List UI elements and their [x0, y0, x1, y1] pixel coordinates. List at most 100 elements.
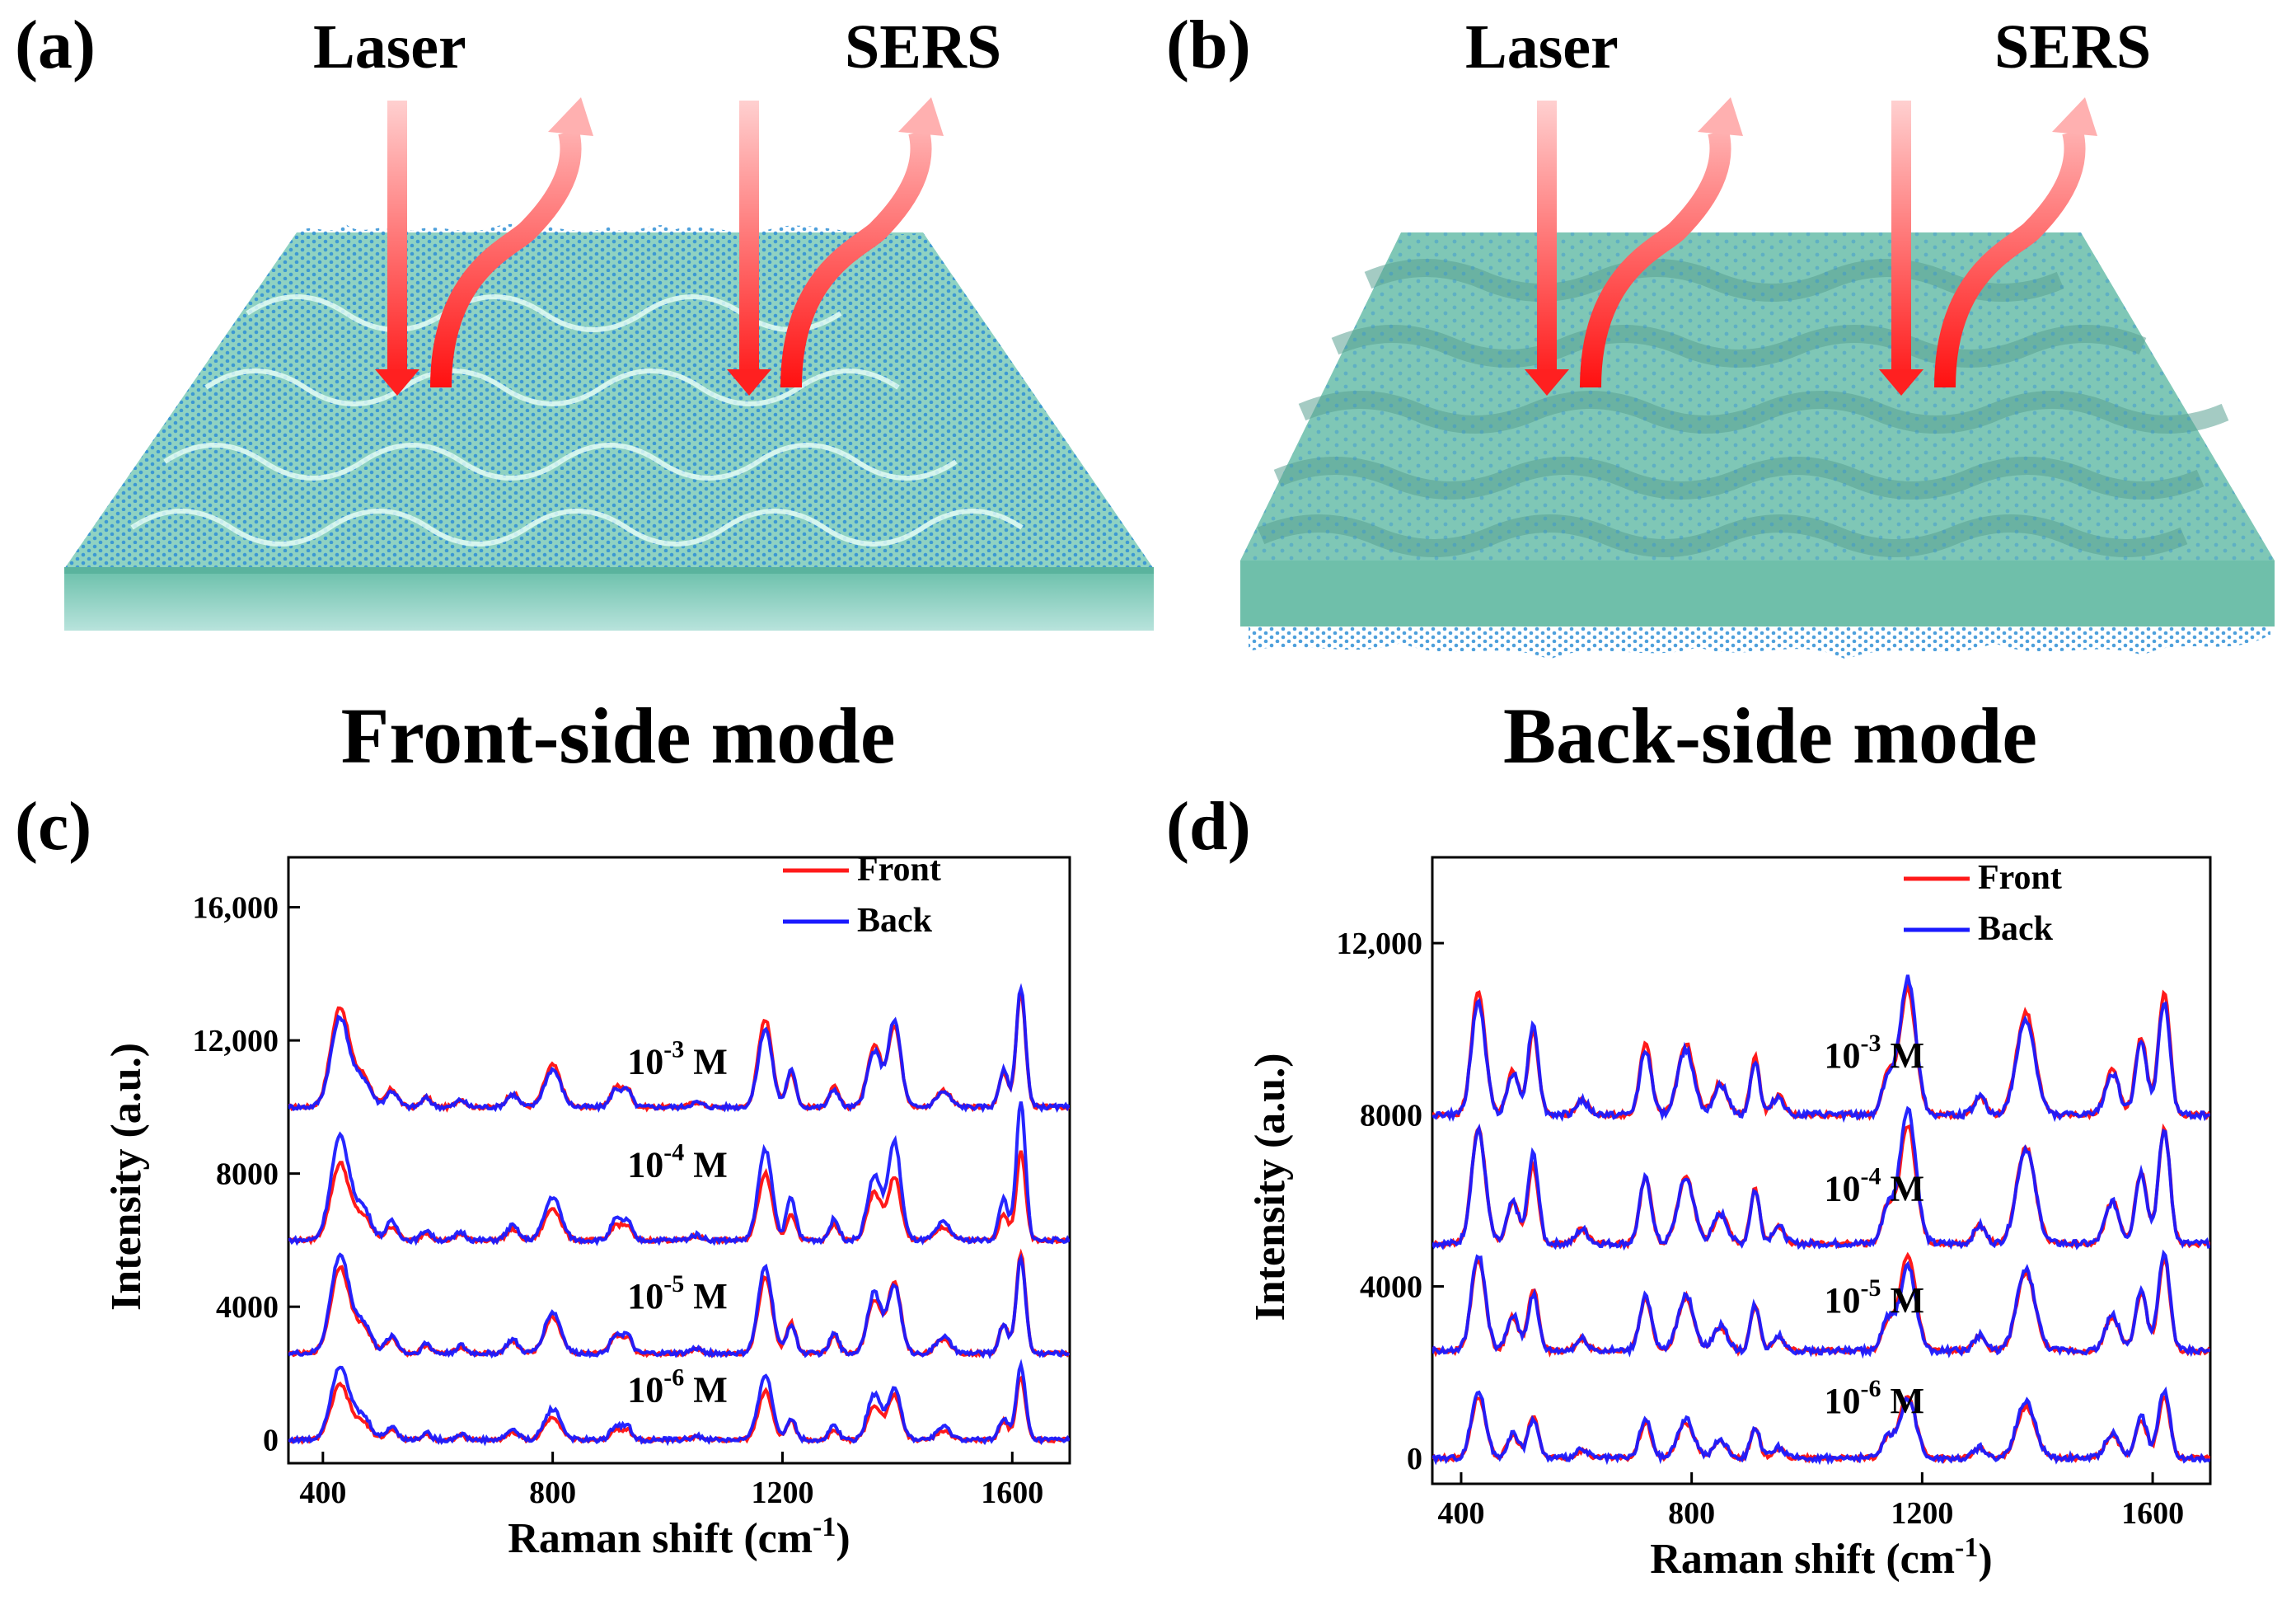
panel-c-label: (c) — [15, 788, 91, 865]
front-side-substrate-illustration — [64, 223, 1154, 631]
x-axis-label: Raman shift (cm-1) — [1650, 1532, 1992, 1583]
panel-a-label: (a) — [15, 7, 96, 83]
concentration-label-exponent: -4 — [663, 1139, 684, 1166]
x-tick-label: 400 — [1437, 1496, 1484, 1531]
back-side-mode-caption: Back-side mode — [1503, 692, 2037, 780]
panel-b: (b) Laser SERS Back-side mode — [1166, 7, 2275, 780]
concentration-label-unit: M — [684, 1042, 728, 1082]
spectrum-line-back — [1432, 1249, 2210, 1359]
y-axis-label: Intensity (a.u.) — [103, 1043, 150, 1311]
sers-arrow-2-head — [898, 97, 944, 136]
surface-ridges — [130, 294, 1024, 547]
panel-d: (d) 400 800 1200 1600 0 4000 8000 12,000 Raman s… — [1166, 788, 2212, 1583]
spectrum-line-back — [288, 983, 1070, 1114]
x-tick-label: 800 — [1668, 1496, 1715, 1531]
substrate-bottom-edge — [64, 567, 1154, 574]
x-axis-label-superscript: -1 — [813, 1512, 836, 1542]
y-tick-label: 8000 — [1360, 1098, 1422, 1133]
substrate-side-face — [1240, 561, 2275, 626]
laser-arrow-1-shaft — [387, 101, 407, 373]
sers-arrow-2-body — [1934, 129, 2086, 388]
laser-arrow-1-head — [375, 369, 419, 396]
concentration-label-base: 10 — [627, 1145, 663, 1185]
concentration-label-unit: M — [1881, 1035, 1924, 1076]
concentration-label: 10-6 M — [1824, 1375, 1924, 1421]
concentration-label: 10-3 M — [627, 1036, 728, 1082]
panel-d-label: (d) — [1166, 788, 1251, 865]
x-tick-label: 400 — [299, 1476, 346, 1510]
concentration-label-base: 10 — [627, 1042, 663, 1082]
concentration-label-base: 10 — [1824, 1035, 1860, 1076]
sers-arrow-2-head — [2052, 97, 2097, 136]
laser-arrows — [375, 101, 771, 396]
x-tick-label: 1600 — [981, 1476, 1043, 1510]
laser-arrows — [1525, 101, 1923, 396]
concentration-label-exponent: -5 — [663, 1270, 684, 1298]
y-tick-label: 4000 — [216, 1290, 279, 1325]
laser-arrow-2-head — [727, 369, 771, 396]
x-axis-label-text: Raman shift (cm — [508, 1515, 813, 1562]
sers-arrows — [1580, 97, 2097, 388]
panel-b-label: (b) — [1166, 7, 1251, 83]
sers-arrows — [430, 97, 944, 388]
y-tick-label: 12,000 — [1337, 927, 1423, 961]
concentration-label: 10-5 M — [627, 1270, 728, 1316]
panel-b-sers-label: SERS — [1994, 12, 2151, 82]
panel-b-laser-label: Laser — [1465, 12, 1619, 82]
concentration-label-exponent: -5 — [1860, 1274, 1881, 1302]
chart-d: 400 800 1200 1600 0 4000 8000 12,000 Raman shift… — [1247, 856, 2212, 1583]
x-tick-label: 800 — [529, 1476, 576, 1510]
concentration-label-unit: M — [1881, 1381, 1924, 1421]
x-axis-label-text: Raman shift (cm — [1650, 1536, 1955, 1583]
spectrum-line-back — [1432, 1105, 2210, 1251]
y-tick-label: 4000 — [1360, 1270, 1422, 1305]
concentration-label-exponent: -6 — [663, 1363, 684, 1391]
underside-nanostructure-layer — [1249, 626, 2270, 659]
panel-a-laser-label: Laser — [313, 12, 466, 82]
concentration-label-base: 10 — [1824, 1381, 1860, 1421]
concentration-label: 10-4 M — [1824, 1162, 1924, 1208]
spectrum-line-back — [288, 1252, 1070, 1360]
laser-arrow-1-shaft — [1537, 101, 1557, 373]
legend-label-back: Back — [1978, 910, 2054, 948]
y-tick-label: 0 — [1407, 1442, 1422, 1476]
back-side-substrate-illustration — [1240, 232, 2275, 659]
spectrum-line-back — [1432, 974, 2210, 1124]
substrate-side-face — [64, 573, 1154, 631]
spectrum-line-front — [1432, 1251, 2210, 1358]
front-side-mode-caption: Front-side mode — [341, 692, 896, 780]
sers-arrow-1-body — [430, 129, 582, 388]
concentration-label-exponent: -3 — [1860, 1030, 1881, 1057]
x-tick-label: 1200 — [1891, 1496, 1953, 1531]
concentration-label-unit: M — [1881, 1168, 1924, 1208]
spectrum-line-back — [288, 1101, 1070, 1246]
spectrum-line-back — [1432, 1386, 2210, 1466]
panel-a-sers-label: SERS — [845, 12, 1001, 82]
spectrum-line-front — [288, 1248, 1070, 1359]
y-tick-label: 8000 — [216, 1157, 279, 1192]
concentration-label-unit: M — [684, 1145, 728, 1185]
laser-arrow-1-head — [1525, 369, 1569, 396]
legend-label-front: Front — [857, 851, 941, 889]
sers-arrow-2-body — [780, 129, 932, 388]
concentration-label-unit: M — [684, 1276, 728, 1316]
x-axis-label: Raman shift (cm-1) — [508, 1512, 850, 1562]
y-tick-label: 12,000 — [193, 1024, 279, 1058]
concentration-label-unit: M — [684, 1369, 728, 1410]
concentration-label-exponent: -6 — [1860, 1375, 1881, 1402]
sers-arrow-1-head — [548, 97, 593, 136]
concentration-label-exponent: -4 — [1860, 1162, 1881, 1190]
plot-frame — [1431, 856, 2212, 1485]
x-axis-label-end: ) — [1978, 1536, 1992, 1583]
concentration-label: 10-5 M — [1824, 1274, 1924, 1321]
y-axis-label: Intensity (a.u.) — [1247, 1053, 1294, 1321]
spectrum-line-front — [1432, 983, 2210, 1121]
legend-label-front: Front — [1978, 859, 2062, 897]
spectrum-line-front — [1432, 1395, 2210, 1464]
concentration-label-base: 10 — [627, 1276, 663, 1316]
concentration-label-base: 10 — [1824, 1168, 1860, 1208]
concentration-label-base: 10 — [627, 1369, 663, 1410]
concentration-label: 10-6 M — [627, 1363, 728, 1410]
panel-c: (c) 400 800 1200 1600 0 4000 8000 12,000 16,000 R… — [15, 788, 1071, 1562]
